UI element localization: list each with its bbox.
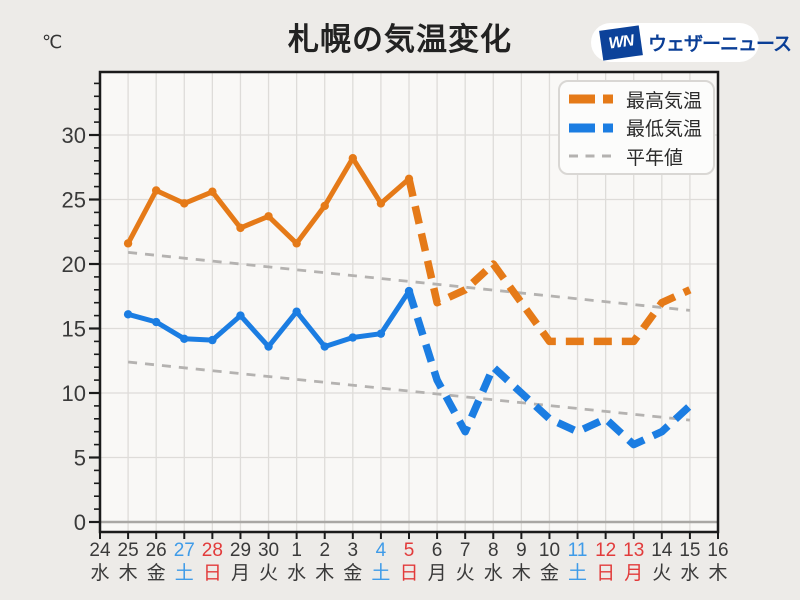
data-point-marker — [123, 239, 133, 248]
x-axis-date-label: 8 — [488, 540, 499, 561]
page-title: 札幌の気温変化 — [288, 22, 512, 57]
x-axis-date-label: 16 — [707, 540, 728, 561]
x-axis-weekday-label: 水 — [90, 562, 109, 584]
x-axis-date-label: 1 — [291, 540, 302, 561]
x-axis-weekday-label: 木 — [708, 562, 727, 584]
legend-label: 最低気温 — [626, 119, 703, 140]
legend-item-2: 平年値 — [560, 143, 713, 170]
x-axis-weekday-label: 金 — [540, 562, 559, 584]
x-axis-weekday-label: 月 — [428, 563, 447, 584]
x-axis-weekday-label: 土 — [568, 562, 587, 584]
data-point-marker — [376, 199, 386, 208]
x-axis-weekday-label: 火 — [652, 563, 671, 584]
x-axis-date-label: 28 — [202, 540, 223, 561]
x-axis-weekday-label: 木 — [512, 562, 531, 584]
data-point-marker — [376, 329, 386, 338]
data-point-marker — [292, 239, 301, 248]
data-point-marker — [348, 333, 358, 342]
y-axis-tick-label: 10 — [62, 381, 86, 406]
x-axis-weekday-label: 土 — [371, 562, 390, 584]
x-axis-date-label: 29 — [230, 540, 251, 561]
x-axis-date-label: 15 — [679, 540, 700, 561]
y-axis-tick-label: 25 — [62, 188, 86, 213]
data-point-marker — [264, 342, 273, 351]
weathernews-logo-text: ウェザーニュース — [648, 34, 792, 55]
data-point-marker — [320, 342, 329, 351]
chart-legend: 最高気温最低気温平年値 — [558, 80, 715, 175]
x-axis-weekday-label: 月 — [624, 563, 643, 584]
x-axis-date-label: 11 — [568, 540, 588, 561]
x-axis-date-label: 5 — [404, 540, 415, 561]
x-axis-weekday-label: 水 — [287, 562, 306, 584]
x-axis-date-label: 10 — [539, 540, 560, 561]
data-point-marker — [151, 317, 161, 327]
x-axis-weekday-label: 火 — [456, 563, 475, 584]
x-axis-weekday-label: 日 — [596, 563, 615, 584]
x-axis-weekday-label: 木 — [315, 562, 334, 584]
y-axis-tick-label: 15 — [62, 317, 86, 342]
x-axis-weekday-label: 金 — [343, 562, 362, 584]
y-axis-tick-label: 30 — [62, 123, 86, 148]
x-axis-date-label: 12 — [595, 540, 616, 561]
data-point-marker — [292, 307, 301, 316]
data-point-marker — [404, 174, 414, 184]
x-axis-date-label: 13 — [623, 540, 644, 561]
data-point-marker — [236, 223, 245, 233]
legend-line-sample — [569, 94, 613, 104]
legend-label: 最高気温 — [626, 90, 703, 112]
x-axis-date-label: 6 — [432, 540, 443, 561]
x-axis-weekday-label: 木 — [119, 562, 138, 584]
data-point-marker — [404, 286, 414, 296]
y-axis-tick-label: 20 — [62, 252, 86, 277]
x-axis-date-label: 27 — [174, 540, 195, 561]
legend-line-sample — [569, 154, 613, 158]
x-axis-date-label: 4 — [376, 540, 387, 561]
x-axis-date-label: 2 — [319, 540, 330, 561]
x-axis-date-label: 9 — [516, 540, 527, 561]
x-axis-weekday-label: 水 — [484, 562, 503, 584]
series-line-最低気温(予想) — [405, 289, 693, 449]
data-point-marker — [208, 187, 217, 196]
x-axis-weekday-label: 水 — [680, 562, 699, 584]
x-axis-weekday-label: 土 — [175, 562, 194, 584]
series-line-最高気温(予想) — [405, 178, 692, 346]
x-axis-weekday-label: 日 — [399, 563, 418, 584]
data-point-marker — [151, 186, 161, 195]
x-axis-date-label: 14 — [651, 540, 673, 561]
x-axis-weekday-label: 日 — [203, 563, 222, 584]
data-point-marker — [320, 201, 329, 211]
x-axis-weekday-label: 月 — [231, 563, 250, 584]
x-axis-date-label: 30 — [258, 540, 279, 561]
legend-line-sample — [569, 123, 613, 132]
legend-item-1: 最低気温 — [560, 114, 713, 141]
x-axis-date-label: 24 — [89, 540, 111, 561]
x-axis-date-label: 7 — [460, 540, 471, 561]
y-axis-tick-label: 5 — [74, 446, 86, 471]
data-point-marker — [348, 154, 358, 163]
x-axis-date-label: 3 — [348, 540, 359, 561]
legend-item-0: 最高気温 — [560, 86, 713, 113]
weathernews-logo: WN ウェザーニュース — [591, 23, 792, 62]
legend-label: 平年値 — [626, 147, 684, 169]
x-axis-weekday-label: 火 — [259, 563, 278, 584]
y-axis-unit-label: ℃ — [42, 32, 63, 52]
data-point-marker — [208, 335, 217, 345]
y-axis-tick-label: 0 — [74, 510, 86, 535]
x-axis-date-label: 26 — [146, 540, 167, 561]
x-axis-weekday-label: 金 — [147, 562, 166, 584]
data-point-marker — [123, 310, 133, 319]
data-point-marker — [180, 334, 189, 344]
data-point-marker — [180, 199, 189, 208]
x-axis-date-label: 25 — [118, 540, 139, 561]
data-point-marker — [236, 311, 245, 320]
data-point-marker — [264, 212, 273, 221]
